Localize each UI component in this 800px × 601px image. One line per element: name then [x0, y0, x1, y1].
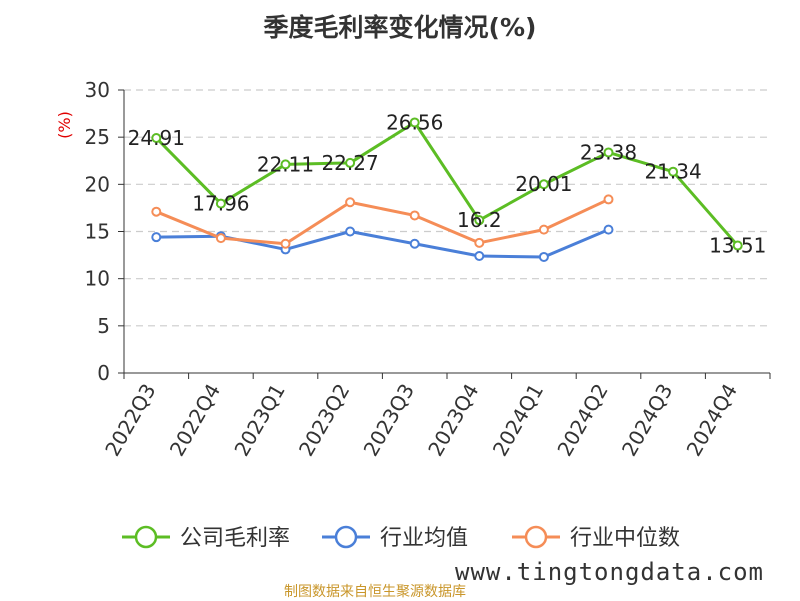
x-tick-label: 2024Q3	[617, 380, 677, 461]
data-point	[538, 224, 549, 235]
data-point	[603, 194, 614, 205]
data-point	[732, 240, 743, 251]
series-line	[155, 120, 739, 247]
watermark: www.tingtongdata.com	[455, 558, 764, 586]
data-point	[151, 232, 162, 243]
data-point	[603, 224, 614, 235]
legend-label: 公司毛利率	[180, 526, 290, 551]
x-tick-label: 2023Q1	[229, 380, 289, 461]
x-tick-label: 2022Q3	[100, 380, 160, 461]
data-point	[345, 157, 356, 168]
y-tick-label: 30	[85, 78, 110, 102]
x-tick-label: 2024Q1	[488, 380, 548, 461]
data-point	[215, 233, 226, 244]
data-labels: 24.91 17.96 22.11 22.27 26.56 16.2 20.01 23.38 2…	[128, 110, 767, 257]
data-label: 22.27	[321, 151, 378, 175]
data-point	[538, 179, 549, 190]
y-tick-label: 0	[97, 361, 110, 385]
data-label: 13.51	[709, 234, 766, 258]
data-point	[215, 198, 226, 209]
x-tick-label: 2023Q4	[423, 380, 483, 461]
data-label: 22.11	[257, 152, 314, 176]
data-point	[409, 210, 420, 221]
data-point	[538, 251, 549, 262]
x-tick-label: 2024Q2	[552, 380, 612, 461]
legend-marker	[334, 525, 358, 549]
legend-label: 行业均值	[380, 526, 468, 551]
data-label: 21.34	[644, 160, 701, 184]
x-tick-label: 2024Q4	[682, 380, 742, 461]
data-point	[409, 117, 420, 128]
y-tick-label: 5	[97, 314, 110, 338]
data-label: 26.56	[386, 110, 443, 134]
data-label: 20.01	[515, 172, 572, 196]
x-tick-label: 2023Q3	[359, 380, 419, 461]
data-point	[409, 238, 420, 249]
y-tick-label: 15	[85, 220, 110, 244]
data-point	[603, 147, 614, 158]
data-point	[151, 206, 162, 217]
data-label: 16.2	[457, 208, 502, 232]
series-line	[155, 198, 610, 246]
chart-title: 季度毛利率变化情况(%)	[263, 13, 537, 42]
data-point	[345, 226, 356, 237]
data-point	[668, 166, 679, 177]
y-tick-label: 10	[85, 267, 110, 291]
data-point	[474, 251, 485, 262]
data-label: 24.91	[128, 126, 185, 150]
source-note: 制图数据来自恒生聚源数据库	[284, 584, 466, 600]
y-tick-label: 25	[85, 125, 110, 149]
series-lines	[151, 117, 743, 262]
legend: 公司毛利率 行业均值 行业中位数	[122, 525, 680, 551]
data-point	[474, 215, 485, 226]
x-tick-label: 2023Q2	[294, 380, 354, 461]
y-tick-label: 20	[85, 172, 110, 196]
data-label: 17.96	[192, 192, 249, 216]
x-tick-label: 2022Q4	[165, 380, 225, 461]
legend-marker	[524, 525, 548, 549]
legend-marker	[134, 525, 158, 549]
data-point	[151, 133, 162, 144]
y-axis-unit-label: (%)	[55, 111, 74, 139]
data-point	[474, 237, 485, 248]
legend-label: 行业中位数	[570, 526, 680, 551]
data-point	[345, 197, 356, 208]
data-label: 23.38	[580, 140, 637, 164]
data-point	[280, 159, 291, 170]
data-point	[280, 238, 291, 249]
